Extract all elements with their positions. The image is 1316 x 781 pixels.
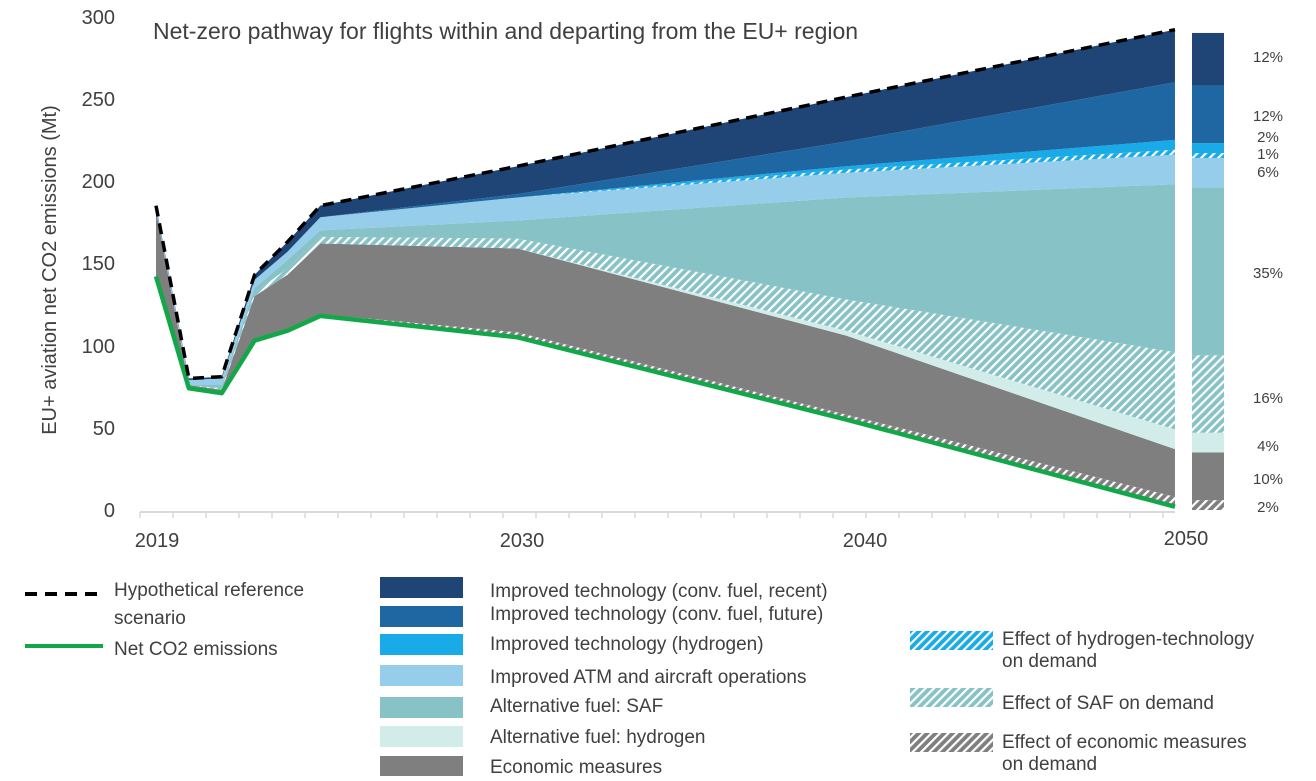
share-label-econ: 10% bbox=[1253, 471, 1283, 488]
share-labels: 12% 12% 2% 1% 6% 35% 16% 4% 10% 2% bbox=[1253, 49, 1283, 516]
share-label-atm: 6% bbox=[1257, 164, 1279, 181]
legend-h2-tech-label: Improved technology (hydrogen) bbox=[490, 634, 764, 655]
y-tick-labels: 0 50 100 150 200 250 300 bbox=[82, 7, 115, 522]
legend-h2-fuel-swatch bbox=[380, 726, 463, 747]
legend-saf-demand-label: Effect of SAF on demand bbox=[1002, 693, 1214, 714]
legend-saf-label: Alternative fuel: SAF bbox=[490, 696, 663, 717]
share-bar-atm bbox=[1192, 157, 1224, 188]
x-tick-labels: 2019 2030 2040 2050 bbox=[135, 528, 1209, 552]
share-2050-bar bbox=[1192, 32, 1224, 510]
share-bar-h2-tech bbox=[1192, 143, 1224, 154]
legend-econ-swatch bbox=[380, 756, 463, 777]
share-bar-saf bbox=[1192, 187, 1224, 356]
legend-future-label: Improved technology (conv. fuel, future) bbox=[490, 604, 823, 625]
share-bar-h2-demand bbox=[1192, 153, 1224, 158]
line-reference bbox=[154, 27, 1176, 381]
y-tick-label: 150 bbox=[82, 253, 115, 275]
legend-recent-swatch bbox=[380, 577, 463, 598]
series-lines bbox=[153, 27, 1176, 509]
legend-atm-label: Improved ATM and aircraft operations bbox=[490, 667, 806, 688]
share-label-recent: 12% bbox=[1253, 49, 1283, 66]
share-bar-recent bbox=[1192, 32, 1224, 86]
share-bar-econ bbox=[1192, 452, 1224, 501]
legend-h2-fuel-label: Alternative fuel: hydrogen bbox=[490, 727, 705, 748]
share-label-saf: 35% bbox=[1253, 265, 1283, 282]
share-bar-future bbox=[1192, 85, 1224, 144]
legend-recent-label: Improved technology (conv. fuel, recent) bbox=[490, 581, 828, 602]
share-label-econ-demand: 2% bbox=[1257, 499, 1279, 516]
x-tick-label: 2030 bbox=[500, 530, 545, 552]
legend-future-swatch bbox=[380, 606, 463, 627]
share-label-h2-demand: 1% bbox=[1257, 146, 1279, 163]
y-axis-label: EU+ aviation net CO2 emissions (Mt) bbox=[39, 105, 61, 435]
y-tick-label: 300 bbox=[82, 7, 115, 29]
area-saf-demand bbox=[156, 210, 1175, 430]
y-tick-label: 50 bbox=[93, 418, 115, 440]
share-label-h2-tech: 2% bbox=[1257, 129, 1279, 146]
stacked-areas bbox=[156, 29, 1175, 507]
legend-econ-demand-label-2: on demand bbox=[1002, 754, 1097, 775]
x-axis bbox=[139, 511, 1175, 518]
area-atm bbox=[156, 154, 1175, 385]
area-future bbox=[156, 82, 1175, 381]
y-tick-label: 250 bbox=[82, 89, 115, 111]
y-tick-label: 100 bbox=[82, 336, 115, 358]
share-label-saf-demand: 16% bbox=[1253, 390, 1283, 407]
legend-h2-demand-label: Effect of hydrogen-technology bbox=[1002, 629, 1255, 650]
legend-econ-demand-swatch bbox=[910, 733, 993, 752]
legend-h2-tech-swatch bbox=[380, 634, 463, 655]
legend: Hypothetical reference scenario Net CO2 … bbox=[25, 577, 1255, 778]
x-tick-label: 2019 bbox=[135, 530, 180, 552]
legend-reference-label: Hypothetical reference bbox=[114, 580, 304, 601]
area-saf bbox=[156, 184, 1175, 389]
share-bar-saf-demand bbox=[1192, 355, 1224, 433]
legend-saf-swatch bbox=[380, 697, 463, 718]
share-label-h2-fuel: 4% bbox=[1257, 438, 1279, 455]
y-tick-label: 0 bbox=[104, 500, 115, 522]
legend-econ-label: Economic measures bbox=[490, 757, 662, 776]
y-tick-label: 200 bbox=[82, 171, 115, 193]
legend-saf-demand-swatch bbox=[910, 688, 993, 707]
area-econ bbox=[156, 210, 1175, 497]
share-bar-econ-demand bbox=[1192, 500, 1224, 510]
area-recent bbox=[156, 29, 1175, 381]
legend-h2-demand-swatch bbox=[910, 631, 993, 650]
legend-atm-swatch bbox=[380, 665, 463, 686]
legend-econ-demand-label: Effect of economic measures bbox=[1002, 732, 1247, 753]
chart-title: Net-zero pathway for flights within and … bbox=[153, 18, 858, 44]
share-bar-h2-fuel bbox=[1192, 432, 1224, 453]
x-tick-label: 2040 bbox=[843, 530, 888, 552]
legend-h2-demand-label-2: on demand bbox=[1002, 651, 1097, 672]
legend-reference-label-2: scenario bbox=[114, 608, 186, 629]
x-tick-label: 2050 bbox=[1164, 528, 1209, 550]
line-net bbox=[153, 275, 1176, 509]
legend-net-label: Net CO2 emissions bbox=[114, 639, 278, 660]
share-label-future: 12% bbox=[1253, 108, 1283, 125]
